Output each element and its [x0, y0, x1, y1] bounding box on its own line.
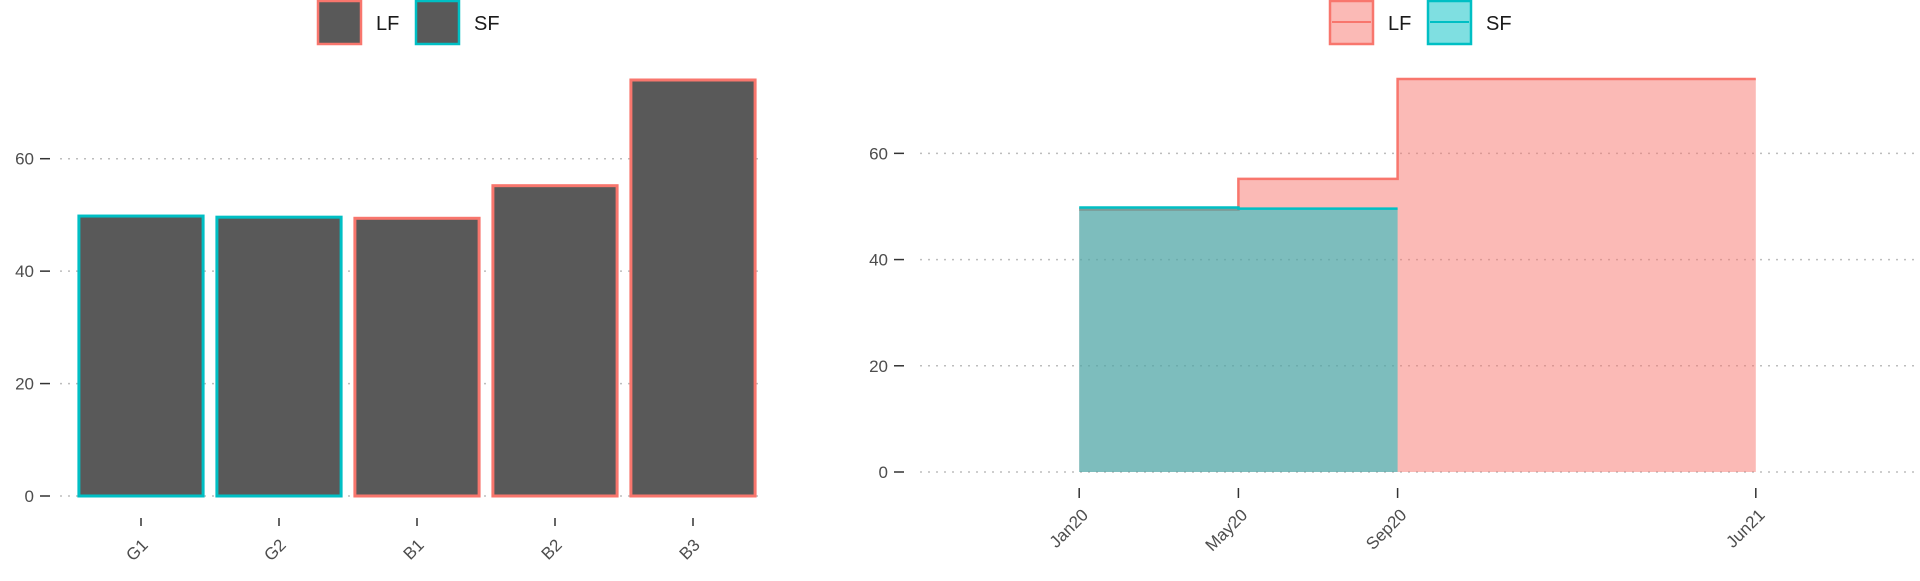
bar-chart-panel: LF SF 0 20 40 60 G1 G2 B1 B2 B3 [15, 0, 760, 565]
legend-label-lf: LF [376, 13, 399, 35]
x-tick-label-b1: B1 [400, 535, 428, 563]
y-tick-label: 0 [25, 487, 34, 506]
area-sf [1079, 207, 1398, 473]
x-tick-label-g1: G1 [122, 535, 151, 564]
y-tick-label: 20 [869, 357, 888, 376]
y-tick-label: 60 [869, 144, 888, 163]
bar-g2 [215, 215, 343, 498]
bar-b1 [353, 216, 481, 498]
x-tick-label: Sep20 [1362, 505, 1410, 553]
legend-key-sf [414, 0, 461, 46]
x-tick-label: Jan20 [1046, 505, 1092, 551]
y-tick-label: 60 [15, 150, 34, 169]
legend-key-lf [316, 0, 363, 46]
bar-b3 [629, 78, 757, 498]
bar-b2 [491, 184, 619, 498]
x-tick-label-g2: G2 [260, 535, 289, 564]
y-tick-label: 0 [879, 463, 888, 482]
bar-g1 [77, 214, 205, 498]
x-tick-label: Jun21 [1722, 505, 1768, 551]
legend-label-lf: LF [1388, 13, 1411, 35]
y-tick-label: 20 [15, 375, 34, 394]
y-tick-label: 40 [869, 251, 888, 270]
y-tick-label: 40 [15, 262, 34, 281]
step-line-sf [1079, 206, 1398, 210]
legend-label-sf: SF [1486, 13, 1512, 35]
step-area-chart-panel: LF SF 0 20 40 60 Jan20 May20 Sep20 Jun21 [869, 0, 1915, 555]
x-tick-label: May20 [1202, 505, 1252, 555]
x-tick-label-b3: B3 [676, 535, 704, 563]
legend-label-sf: SF [474, 13, 500, 35]
x-tick-label-b2: B2 [538, 535, 566, 563]
